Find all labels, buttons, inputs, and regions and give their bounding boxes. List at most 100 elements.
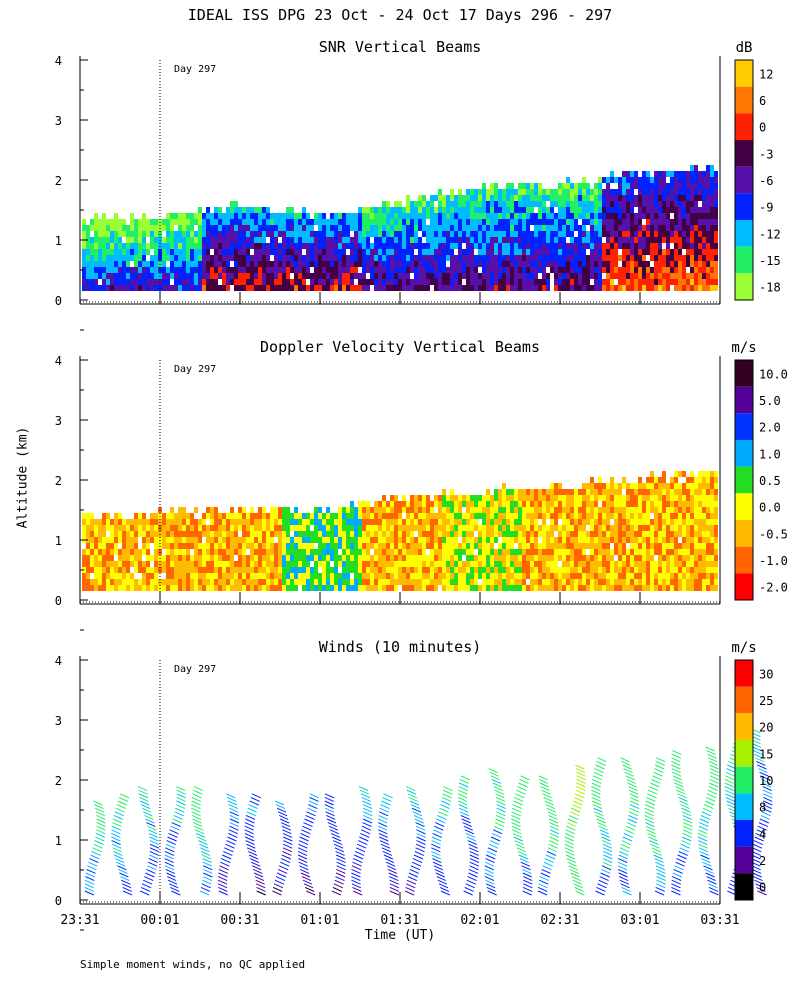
- data-cell: [442, 555, 446, 561]
- data-cell: [154, 519, 158, 525]
- data-cell: [410, 231, 414, 237]
- data-cell: [274, 525, 278, 531]
- data-cell: [214, 531, 218, 537]
- data-cell: [674, 525, 678, 531]
- data-cell: [538, 501, 542, 507]
- data-cell: [342, 561, 346, 567]
- data-cell: [454, 555, 458, 561]
- data-cell: [178, 507, 182, 513]
- data-cell: [654, 489, 658, 495]
- data-cell: [454, 537, 458, 543]
- data-cell: [510, 525, 514, 531]
- data-cell: [510, 219, 514, 225]
- data-cell: [314, 579, 318, 585]
- data-cell: [130, 573, 134, 579]
- data-cell: [550, 483, 554, 489]
- data-cell: [382, 537, 386, 543]
- data-cell: [546, 237, 550, 243]
- data-cell: [530, 243, 534, 249]
- data-cell: [562, 585, 566, 591]
- data-cell: [402, 273, 406, 279]
- data-cell: [130, 213, 134, 219]
- data-cell: [94, 555, 98, 561]
- data-cell: [250, 273, 254, 279]
- data-cell: [246, 537, 250, 543]
- data-cell: [666, 213, 670, 219]
- data-cell: [202, 225, 206, 231]
- wind-barb: [147, 825, 157, 831]
- data-cell: [506, 513, 510, 519]
- data-cell: [586, 555, 590, 561]
- data-cell: [546, 279, 550, 285]
- data-cell: [682, 243, 686, 249]
- data-cell: [202, 525, 206, 531]
- data-cell: [98, 519, 102, 525]
- data-cell: [694, 519, 698, 525]
- data-cell: [582, 231, 586, 237]
- data-cell: [710, 207, 714, 213]
- data-cell: [622, 477, 626, 483]
- wind-barb: [122, 886, 132, 892]
- data-cell: [110, 267, 114, 273]
- data-cell: [506, 237, 510, 243]
- data-cell: [566, 531, 570, 537]
- data-cell: [322, 567, 326, 573]
- data-cell: [418, 249, 422, 255]
- data-cell: [630, 219, 634, 225]
- data-cell: [346, 561, 350, 567]
- data-cell: [514, 189, 518, 195]
- data-cell: [170, 507, 174, 513]
- data-cell: [650, 201, 654, 207]
- data-cell: [618, 243, 622, 249]
- data-cell: [626, 273, 630, 279]
- data-cell: [426, 555, 430, 561]
- data-cell: [338, 279, 342, 285]
- data-cell: [430, 237, 434, 243]
- data-cell: [258, 573, 262, 579]
- data-cell: [290, 213, 294, 219]
- data-cell: [566, 489, 570, 495]
- data-cell: [418, 195, 422, 201]
- data-cell: [530, 543, 534, 549]
- wind-barb: [148, 832, 159, 838]
- data-cell: [406, 585, 410, 591]
- data-cell: [362, 531, 366, 537]
- data-cell: [502, 267, 506, 273]
- data-cell: [342, 555, 346, 561]
- data-cell: [250, 243, 254, 249]
- data-cell: [238, 507, 242, 513]
- data-cell: [170, 573, 174, 579]
- data-cell: [590, 225, 594, 231]
- data-cell: [490, 273, 494, 279]
- data-cell: [666, 489, 670, 495]
- data-cell: [626, 495, 630, 501]
- data-cell: [706, 207, 710, 213]
- data-cell: [470, 567, 474, 573]
- data-cell: [610, 579, 614, 585]
- data-cell: [514, 213, 518, 219]
- data-cell: [654, 561, 658, 567]
- data-cell: [702, 537, 706, 543]
- data-cell: [474, 537, 478, 543]
- data-cell: [330, 513, 334, 519]
- data-cell: [198, 531, 202, 537]
- data-cell: [286, 531, 290, 537]
- data-cell: [286, 567, 290, 573]
- data-cell: [510, 585, 514, 591]
- data-cell: [430, 267, 434, 273]
- data-cell: [466, 567, 470, 573]
- data-cell: [642, 549, 646, 555]
- data-cell: [350, 219, 354, 225]
- data-cell: [630, 243, 634, 249]
- data-cell: [606, 567, 610, 573]
- data-cell: [694, 285, 698, 291]
- data-cell: [418, 549, 422, 555]
- data-cell: [222, 225, 226, 231]
- data-cell: [598, 579, 602, 585]
- data-cell: [182, 285, 186, 291]
- data-cell: [142, 285, 146, 291]
- data-cell: [574, 219, 578, 225]
- data-cell: [642, 207, 646, 213]
- data-cell: [530, 261, 534, 267]
- data-cell: [222, 243, 226, 249]
